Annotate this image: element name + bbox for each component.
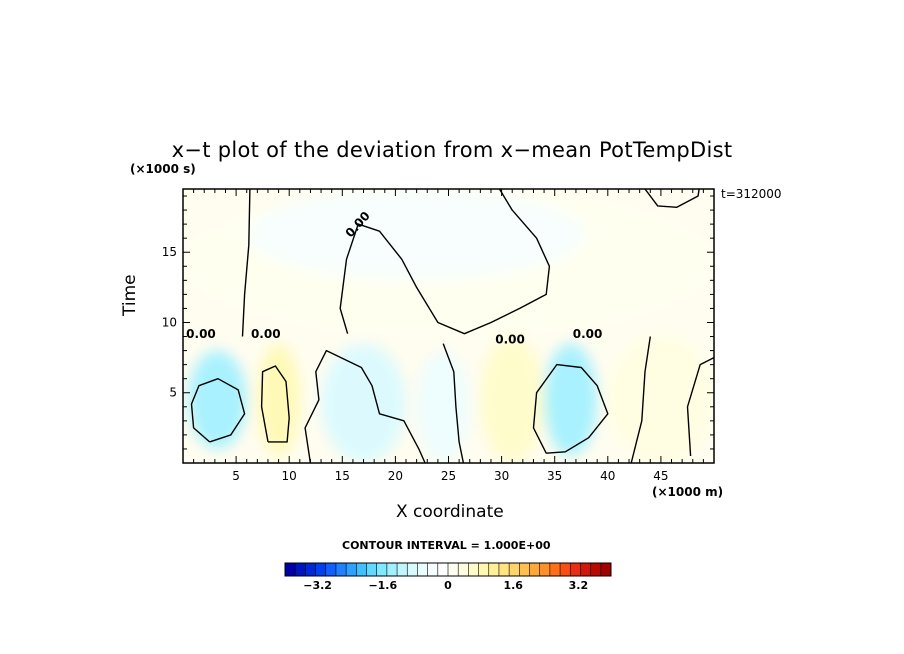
colorbar-swatch: [397, 563, 408, 576]
x-tick-label: 5: [232, 469, 240, 483]
colorbar-swatch: [437, 563, 449, 576]
colorbar-swatch: [335, 563, 347, 576]
x-tick-label: 30: [494, 469, 509, 483]
x-tick-label: 35: [547, 469, 562, 483]
x-tick-label: 40: [600, 469, 615, 483]
colorbar-swatch: [407, 563, 418, 576]
colorbar-swatch: [295, 563, 306, 576]
colorbar-swatch: [478, 563, 490, 576]
field-region-upper-cool-lobe: [246, 189, 587, 281]
contour-lower-edge-right: [686, 356, 714, 457]
colorbar-swatch: [509, 563, 520, 576]
time-stamp: t=312000: [721, 187, 782, 201]
field-region-lower-cool-core-mid: [321, 343, 407, 463]
contour-label-1: 0.00: [251, 327, 281, 341]
contour-upper-lobe-left-boundary: [241, 189, 251, 337]
contour-layer: 0.00 0.00 0.00 0.000.00: [186, 189, 714, 463]
field-layer: [183, 189, 714, 463]
contour-interval-label: CONTOUR INTERVAL = 1.000E+00: [342, 539, 551, 552]
x-tick-label: 10: [282, 469, 297, 483]
colorbar-swatch: [590, 563, 602, 576]
colorbar-frame: [284, 562, 612, 577]
colorbar-swatch: [539, 563, 551, 576]
x-axis-label: X coordinate: [396, 502, 504, 522]
field-region-lower-warm-band: [257, 343, 300, 456]
field-region-lower-warm-zone: [480, 336, 545, 463]
colorbar-swatch: [580, 563, 591, 576]
colorbar-swatch: [366, 563, 377, 576]
colorbar-tick-label: 0: [444, 579, 452, 592]
x-axis-unit: (×1000 m): [652, 485, 724, 499]
contour-upper-lobe-right-boundary: [339, 189, 551, 335]
colorbar-swatch: [427, 563, 439, 576]
contour-lower-mid-region: [304, 349, 426, 463]
contour-label-0: 0.00: [186, 327, 216, 341]
contour-lower-left-core: [190, 378, 246, 443]
colorbar-tick-label: −3.2: [303, 579, 332, 592]
colorbar-swatch: [356, 563, 367, 576]
x-tick-label: 25: [441, 469, 456, 483]
colorbar-swatch: [315, 563, 327, 576]
x-tick-label: 45: [653, 469, 668, 483]
colorbar-swatch: [529, 563, 540, 576]
field-region-lower-warm-right: [607, 336, 714, 463]
chart-title: x−t plot of the deviation from x−mean Po…: [171, 138, 733, 162]
contour-lower-right-core: [532, 363, 609, 454]
y-tick-label: 15: [162, 245, 177, 259]
colorbar-swatch: [285, 563, 296, 576]
colorbar-swatch: [519, 563, 530, 576]
tick-layer: 5 10 15 20 25 30 35 40 45 5 10 15: [162, 189, 714, 483]
colorbar-swatch: [448, 563, 459, 576]
colorbar-swatch: [570, 563, 581, 576]
y-tick-label: 10: [162, 315, 177, 329]
colorbar-swatch: [386, 563, 398, 576]
field-region-lower-cool-band: [416, 350, 470, 463]
colorbar-swatch: [325, 563, 337, 576]
colorbar-swatch: [600, 563, 612, 576]
colorbar-swatch: [417, 563, 428, 576]
colorbar-tick-label: −1.6: [368, 579, 397, 592]
contour-top-right-closed-fragment: [644, 189, 700, 209]
colorbar-swatch: [305, 563, 316, 576]
field-blur-group: [183, 189, 714, 463]
x-tick-label: 15: [335, 469, 350, 483]
colorbar-swatch: [488, 563, 500, 576]
colorbar: −3.2 −1.6 0 1.6 3.2: [284, 562, 612, 592]
colorbar-swatch: [560, 563, 571, 576]
field-region-lower-cool-core-right: [544, 343, 598, 456]
colorbar-swatch: [376, 563, 388, 576]
y-tick-label: 5: [169, 386, 177, 400]
contour-label-3: 0.00: [573, 327, 603, 341]
colorbar-swatch: [346, 563, 357, 576]
x-tick-label: 20: [388, 469, 403, 483]
contour-label-2: 0.00: [495, 333, 525, 347]
contour-lower-warm-band-outline: [260, 365, 290, 443]
colorbar-swatch: [458, 563, 469, 576]
colorbar-tick-label: 3.2: [569, 579, 589, 592]
contour-lower-far-right: [630, 336, 651, 463]
colorbar-tick-label: 1.6: [503, 579, 523, 592]
field-region-lower-cool-core-left: [188, 350, 247, 449]
colorbar-swatch: [468, 563, 479, 576]
colorbar-swatch: [549, 563, 561, 576]
colorbar-swatch: [498, 563, 510, 576]
contour-lower-center-thin-band: [442, 343, 465, 463]
y-axis-unit: (×1000 s): [130, 162, 196, 176]
